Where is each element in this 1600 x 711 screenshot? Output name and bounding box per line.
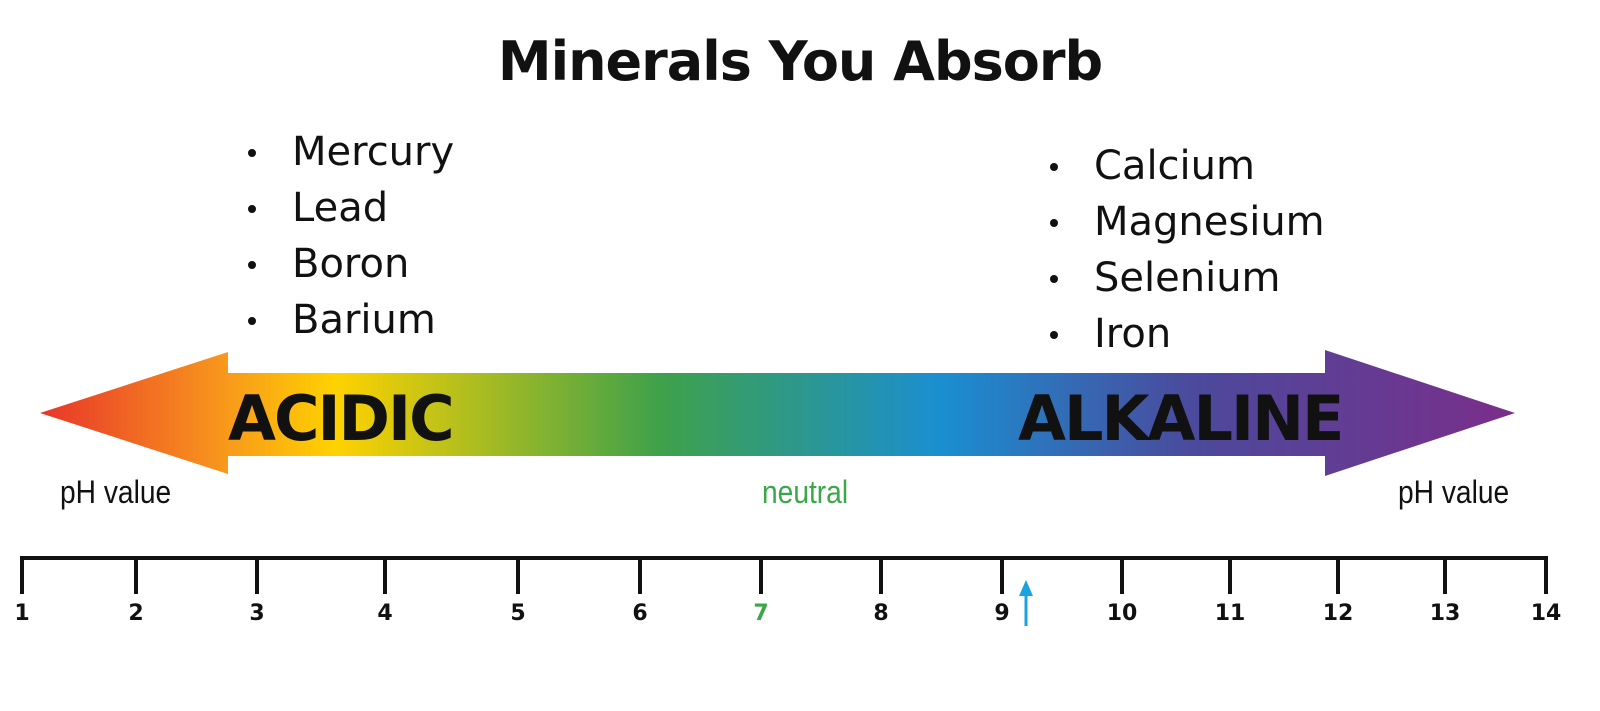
scale-tick-label: 12 xyxy=(1323,601,1354,626)
ph-scale: 1 2 3 4 5 6 7 8 9 10 11 12 13 14 xyxy=(14,556,1562,626)
mineral-label: Magnesium xyxy=(1094,199,1325,245)
list-item: Magnesium xyxy=(1046,194,1325,250)
acidic-label: ACIDIC xyxy=(228,382,455,455)
list-item: Iron xyxy=(1046,306,1325,362)
list-item: Selenium xyxy=(1046,250,1325,306)
scale-tick-label: 3 xyxy=(249,601,264,626)
list-item: Calcium xyxy=(1046,138,1325,194)
mineral-label: Calcium xyxy=(1094,143,1255,189)
mineral-label: Selenium xyxy=(1094,255,1281,301)
scale-tick-label: 8 xyxy=(873,601,888,626)
mineral-label: Barium xyxy=(292,297,436,343)
bullet-icon xyxy=(1050,219,1058,227)
acidic-minerals-list: Mercury Lead Boron Barium xyxy=(244,124,454,348)
scale-tick-label: 10 xyxy=(1107,601,1138,626)
alkaline-label: ALKALINE xyxy=(1018,382,1344,455)
mineral-label: Lead xyxy=(292,185,389,231)
scale-tick-label: 6 xyxy=(632,601,647,626)
bullet-icon xyxy=(248,205,256,213)
scale-tick-label: 1 xyxy=(14,601,29,626)
ph-marker-arrow-icon xyxy=(1019,580,1033,596)
list-item: Boron xyxy=(244,236,454,292)
scale-tick-label: 9 xyxy=(994,601,1009,626)
scale-tick-label: 11 xyxy=(1215,601,1246,626)
mineral-label: Mercury xyxy=(292,129,455,175)
list-item: Mercury xyxy=(244,124,454,180)
bullet-icon xyxy=(1050,163,1058,171)
list-item: Lead xyxy=(244,180,454,236)
ph-value-label-left: pH value xyxy=(60,474,172,510)
scale-tick-label: 4 xyxy=(377,601,392,626)
page-title: Minerals You Absorb xyxy=(497,30,1103,93)
list-item: Barium xyxy=(244,292,454,348)
scale-tick-label: 14 xyxy=(1531,601,1562,626)
scale-tick-label: 5 xyxy=(510,601,525,626)
alkaline-minerals-list: Calcium Magnesium Selenium Iron xyxy=(1046,138,1325,362)
bullet-icon xyxy=(1050,331,1058,339)
double-arrow-shape xyxy=(40,350,1515,476)
mineral-label: Iron xyxy=(1094,311,1172,357)
ph-value-label-right: pH value xyxy=(1398,474,1510,510)
bullet-icon xyxy=(248,261,256,269)
neutral-label: neutral xyxy=(762,474,849,510)
scale-tick-label: 7 xyxy=(753,601,768,626)
bullet-icon xyxy=(248,149,256,157)
bullet-icon xyxy=(1050,275,1058,283)
scale-tick-label: 2 xyxy=(128,601,143,626)
scale-tick-label: 13 xyxy=(1430,601,1461,626)
bullet-icon xyxy=(248,317,256,325)
mineral-label: Boron xyxy=(292,241,410,287)
